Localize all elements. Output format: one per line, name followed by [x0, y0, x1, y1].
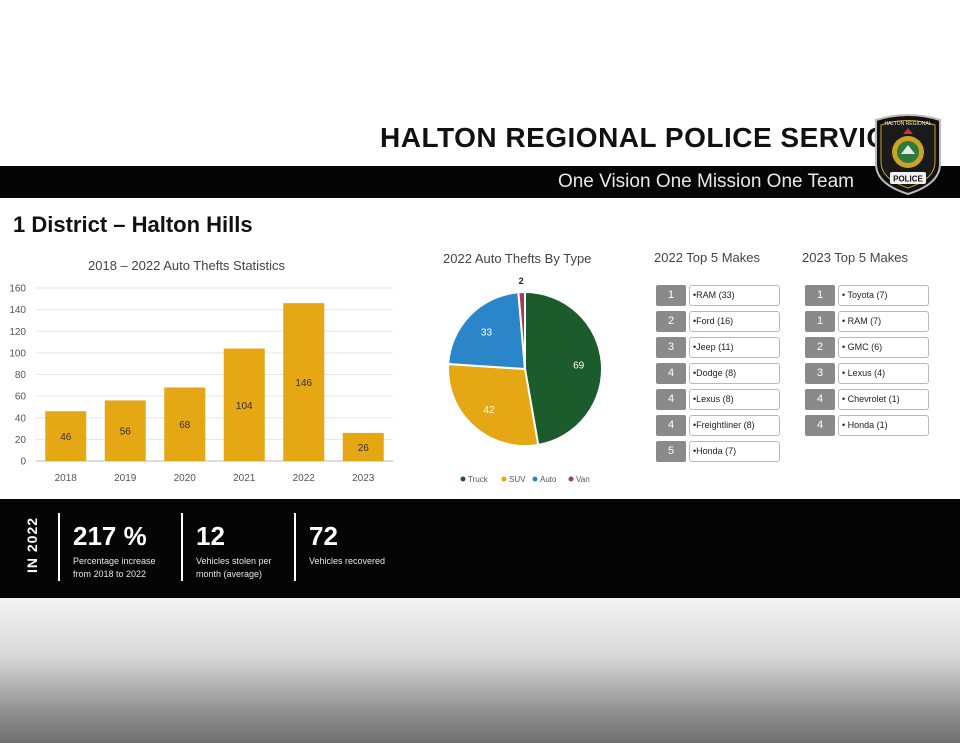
data-label: 46 [60, 432, 72, 443]
x-tick-label: 2018 [55, 473, 78, 484]
y-tick-label: 160 [9, 284, 26, 295]
legend-label: Truck [468, 475, 489, 484]
y-tick-label: 120 [9, 327, 26, 338]
bar [45, 411, 87, 461]
stat-label: Vehicles stolen per month (average) [196, 556, 272, 579]
y-tick-label: 40 [15, 413, 27, 424]
y-tick-label: 80 [15, 370, 27, 381]
make-label: • RAM (7) [838, 311, 929, 332]
pie-slice [517, 290, 526, 370]
rank-badge: 4 [656, 363, 686, 384]
stat-value: 217 % [73, 521, 147, 551]
make-label: •Lexus (8) [689, 389, 780, 410]
y-tick-label: 0 [20, 457, 26, 468]
bar-chart: 0 20 40 60 80 100 120 140 160 46 2018 56 2019 68 2020 1… [9, 284, 393, 484]
motto-band: One Vision One Mission One Team [0, 166, 960, 198]
legend-label: Auto [540, 475, 557, 484]
make-label: • Chevrolet (1) [838, 389, 929, 410]
pie-slice [524, 290, 603, 447]
pie-data-label: 42 [483, 405, 495, 416]
rank-badge: 1 [805, 311, 835, 332]
rank-badge: 1 [656, 285, 686, 306]
pie-data-label: 33 [481, 327, 493, 338]
y-tick-label: 60 [15, 392, 27, 403]
rank-badge: 4 [656, 415, 686, 436]
x-tick-label: 2020 [174, 473, 197, 484]
stat-label: Vehicles recovered [309, 556, 386, 566]
data-label: 68 [179, 420, 191, 431]
makes-2022-title: 2022 Top 5 Makes [654, 250, 760, 265]
stat-divider [294, 513, 296, 581]
rank-badge: 2 [805, 337, 835, 358]
stat-divider [58, 513, 60, 581]
legend-swatch [501, 476, 507, 482]
rank-badge: 3 [656, 337, 686, 358]
stat-value: 72 [309, 521, 338, 551]
make-label: •Freightliner (8) [689, 415, 780, 436]
make-label: • GMC (6) [838, 337, 929, 358]
legend-label: SUV [509, 475, 526, 484]
org-title: HALTON REGIONAL POLICE SERVICE [380, 122, 907, 153]
rank-badge: 2 [656, 311, 686, 332]
x-tick-label: 2019 [114, 473, 137, 484]
bar [283, 303, 325, 461]
pie-data-label: 69 [573, 360, 585, 371]
y-tick-label: 140 [9, 305, 26, 316]
pie-chart-title: 2022 Auto Thefts By Type [443, 251, 592, 266]
data-label: 56 [120, 427, 132, 438]
bar [104, 400, 146, 461]
make-label: • Honda (1) [838, 415, 929, 436]
data-label: 146 [295, 378, 312, 389]
make-label: • Lexus (4) [838, 363, 929, 384]
makes-2023-title: 2023 Top 5 Makes [802, 250, 908, 265]
bar [164, 387, 206, 461]
make-label: •RAM (33) [689, 285, 780, 306]
make-label: •Dodge (8) [689, 363, 780, 384]
pie-slice [447, 291, 527, 371]
rank-badge: 4 [656, 389, 686, 410]
x-tick-label: 2021 [233, 473, 256, 484]
make-label: •Jeep (11) [689, 337, 780, 358]
stat-divider [181, 513, 183, 581]
rank-badge: 4 [805, 389, 835, 410]
y-tick-label: 100 [9, 348, 26, 359]
rank-badge: 1 [805, 285, 835, 306]
motto: One Vision One Mission One Team [557, 171, 854, 192]
legend-swatch [460, 476, 466, 482]
legend-swatch [532, 476, 538, 482]
legend-label: Van [576, 475, 590, 484]
data-label: 104 [236, 401, 253, 412]
rank-badge: 4 [805, 415, 835, 436]
make-label: •Ford (16) [689, 311, 780, 332]
bar-chart-title: 2018 – 2022 Auto Thefts Statistics [88, 258, 286, 273]
bar [223, 348, 265, 461]
pie-data-label: 2 [519, 276, 524, 286]
police-badge-icon: HALTON REGIONAL POLICE [875, 114, 941, 196]
stat-label: Percentage increase from 2018 to 2022 [73, 556, 156, 579]
data-label: 26 [358, 443, 370, 454]
bar [342, 432, 384, 461]
stats-band: IN 2022 217 % Percentage increase from 2… [0, 499, 960, 598]
badge-top-text: HALTON REGIONAL [884, 121, 931, 127]
rank-badge: 5 [656, 441, 686, 462]
district-title: 1 District – Halton Hills [13, 212, 253, 237]
rank-badge: 3 [805, 363, 835, 384]
bottom-fade [0, 598, 960, 743]
make-label: •Honda (7) [689, 441, 780, 462]
x-tick-label: 2022 [293, 473, 316, 484]
stats-period-label: IN 2022 [24, 516, 40, 573]
pie-slice [447, 362, 540, 447]
pie-chart: 69 42 33 2 Truck SUV Auto Van [447, 276, 603, 484]
stat-value: 12 [196, 521, 225, 551]
y-tick-label: 20 [15, 435, 27, 446]
legend-swatch [568, 476, 574, 482]
make-label: • Toyota (7) [838, 285, 929, 306]
x-tick-label: 2023 [352, 473, 375, 484]
badge-bottom-text: POLICE [893, 175, 923, 184]
